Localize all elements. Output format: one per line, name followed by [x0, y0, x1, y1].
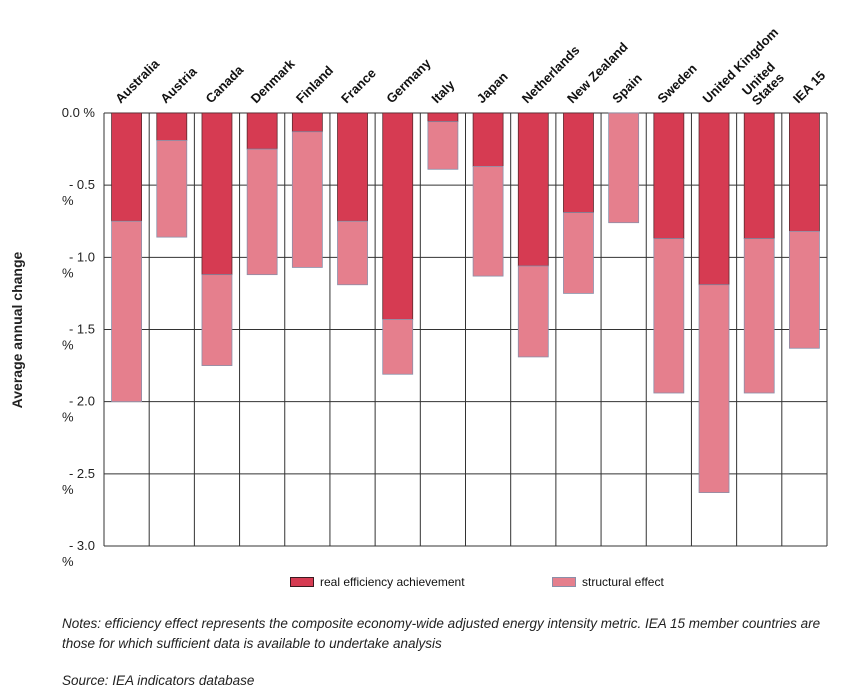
- category-label: Sweden: [654, 61, 699, 106]
- y-tick-label: - 2.5%: [62, 466, 95, 497]
- bar-real-efficiency: [156, 112, 188, 141]
- stacked-bar-chart: 0.0 % - 0.5 % - 1.0 % - 1.5 % - 2.0 % - 2.5 % - 3.0…: [9, 25, 828, 569]
- bar-structural-effect: [201, 274, 233, 366]
- bar-structural-effect: [608, 112, 640, 224]
- legend-label-real-efficiency: real efficiency achievement: [320, 575, 465, 589]
- bar-structural-effect: [111, 220, 142, 403]
- legend-swatch-structural-effect: [552, 577, 576, 587]
- y-tick-label: - 3.0%: [62, 538, 95, 569]
- bar-structural-effect: [743, 238, 775, 394]
- bar-group: [111, 112, 820, 493]
- category-label: Germany: [383, 55, 434, 106]
- category-label: Japan: [474, 69, 511, 106]
- bar-structural-effect: [517, 265, 549, 358]
- bar-real-efficiency: [337, 112, 368, 222]
- category-label: Finland: [293, 63, 336, 106]
- legend-swatch-real-efficiency: [290, 577, 314, 587]
- bar-structural-effect: [337, 220, 368, 286]
- category-label: Australia: [112, 56, 162, 106]
- chart-notes: Notes: efficiency effect represents the …: [62, 616, 821, 651]
- y-tick-label: - 1.5%: [62, 322, 95, 353]
- bar-real-efficiency: [563, 112, 594, 213]
- bar-structural-effect: [291, 131, 323, 268]
- bar-real-efficiency: [472, 112, 504, 167]
- bar-real-efficiency: [201, 112, 233, 276]
- y-tick-label: - 2.0%: [62, 394, 95, 425]
- bar-structural-effect: [382, 318, 414, 375]
- bar-real-efficiency: [427, 112, 459, 123]
- bar-structural-effect: [653, 238, 685, 394]
- y-tick-label: 0.0 %: [62, 105, 96, 120]
- bar-real-efficiency: [246, 112, 278, 150]
- bar-real-efficiency: [698, 112, 730, 286]
- category-label: Italy: [428, 77, 458, 107]
- bar-structural-effect: [563, 212, 594, 294]
- bar-structural-effect: [246, 148, 278, 276]
- bar-structural-effect: [789, 230, 820, 349]
- y-axis-label: Average annual change: [9, 251, 25, 408]
- y-tick-label: - 1.0%: [62, 249, 95, 280]
- legend-label-structural-effect: structural effect: [582, 575, 664, 589]
- category-label: IEA 15: [790, 68, 828, 106]
- bar-real-efficiency: [111, 112, 142, 222]
- bar-real-efficiency: [789, 112, 820, 232]
- bar-real-efficiency: [517, 112, 549, 267]
- legend-item-structural-effect: structural effect: [552, 575, 664, 589]
- bar-structural-effect: [156, 140, 188, 238]
- category-label: Spain: [609, 70, 645, 106]
- y-tick-label: - 0.5%: [62, 177, 95, 208]
- category-label: Denmark: [248, 56, 298, 106]
- y-axis-ticks: 0.0 % - 0.5 % - 1.0 % - 1.5 % - 2.0 % - 2.5 % - 3.0…: [62, 105, 96, 569]
- bar-structural-effect: [472, 166, 504, 277]
- bar-real-efficiency: [743, 112, 775, 239]
- bar-structural-effect: [427, 121, 459, 170]
- chart-source: Source: IEA indicators database: [62, 673, 255, 688]
- bar-real-efficiency: [653, 112, 685, 239]
- bar-structural-effect: [698, 284, 730, 493]
- legend: real efficiency achievement structural e…: [0, 575, 850, 595]
- legend-item-real-efficiency: real efficiency achievement: [290, 575, 465, 589]
- grid-lines: [103, 112, 828, 547]
- bar-real-efficiency: [382, 112, 414, 320]
- category-label: Canada: [202, 62, 246, 106]
- bar-real-efficiency: [291, 112, 323, 133]
- category-label: France: [338, 65, 379, 106]
- category-label: Austria: [157, 63, 200, 106]
